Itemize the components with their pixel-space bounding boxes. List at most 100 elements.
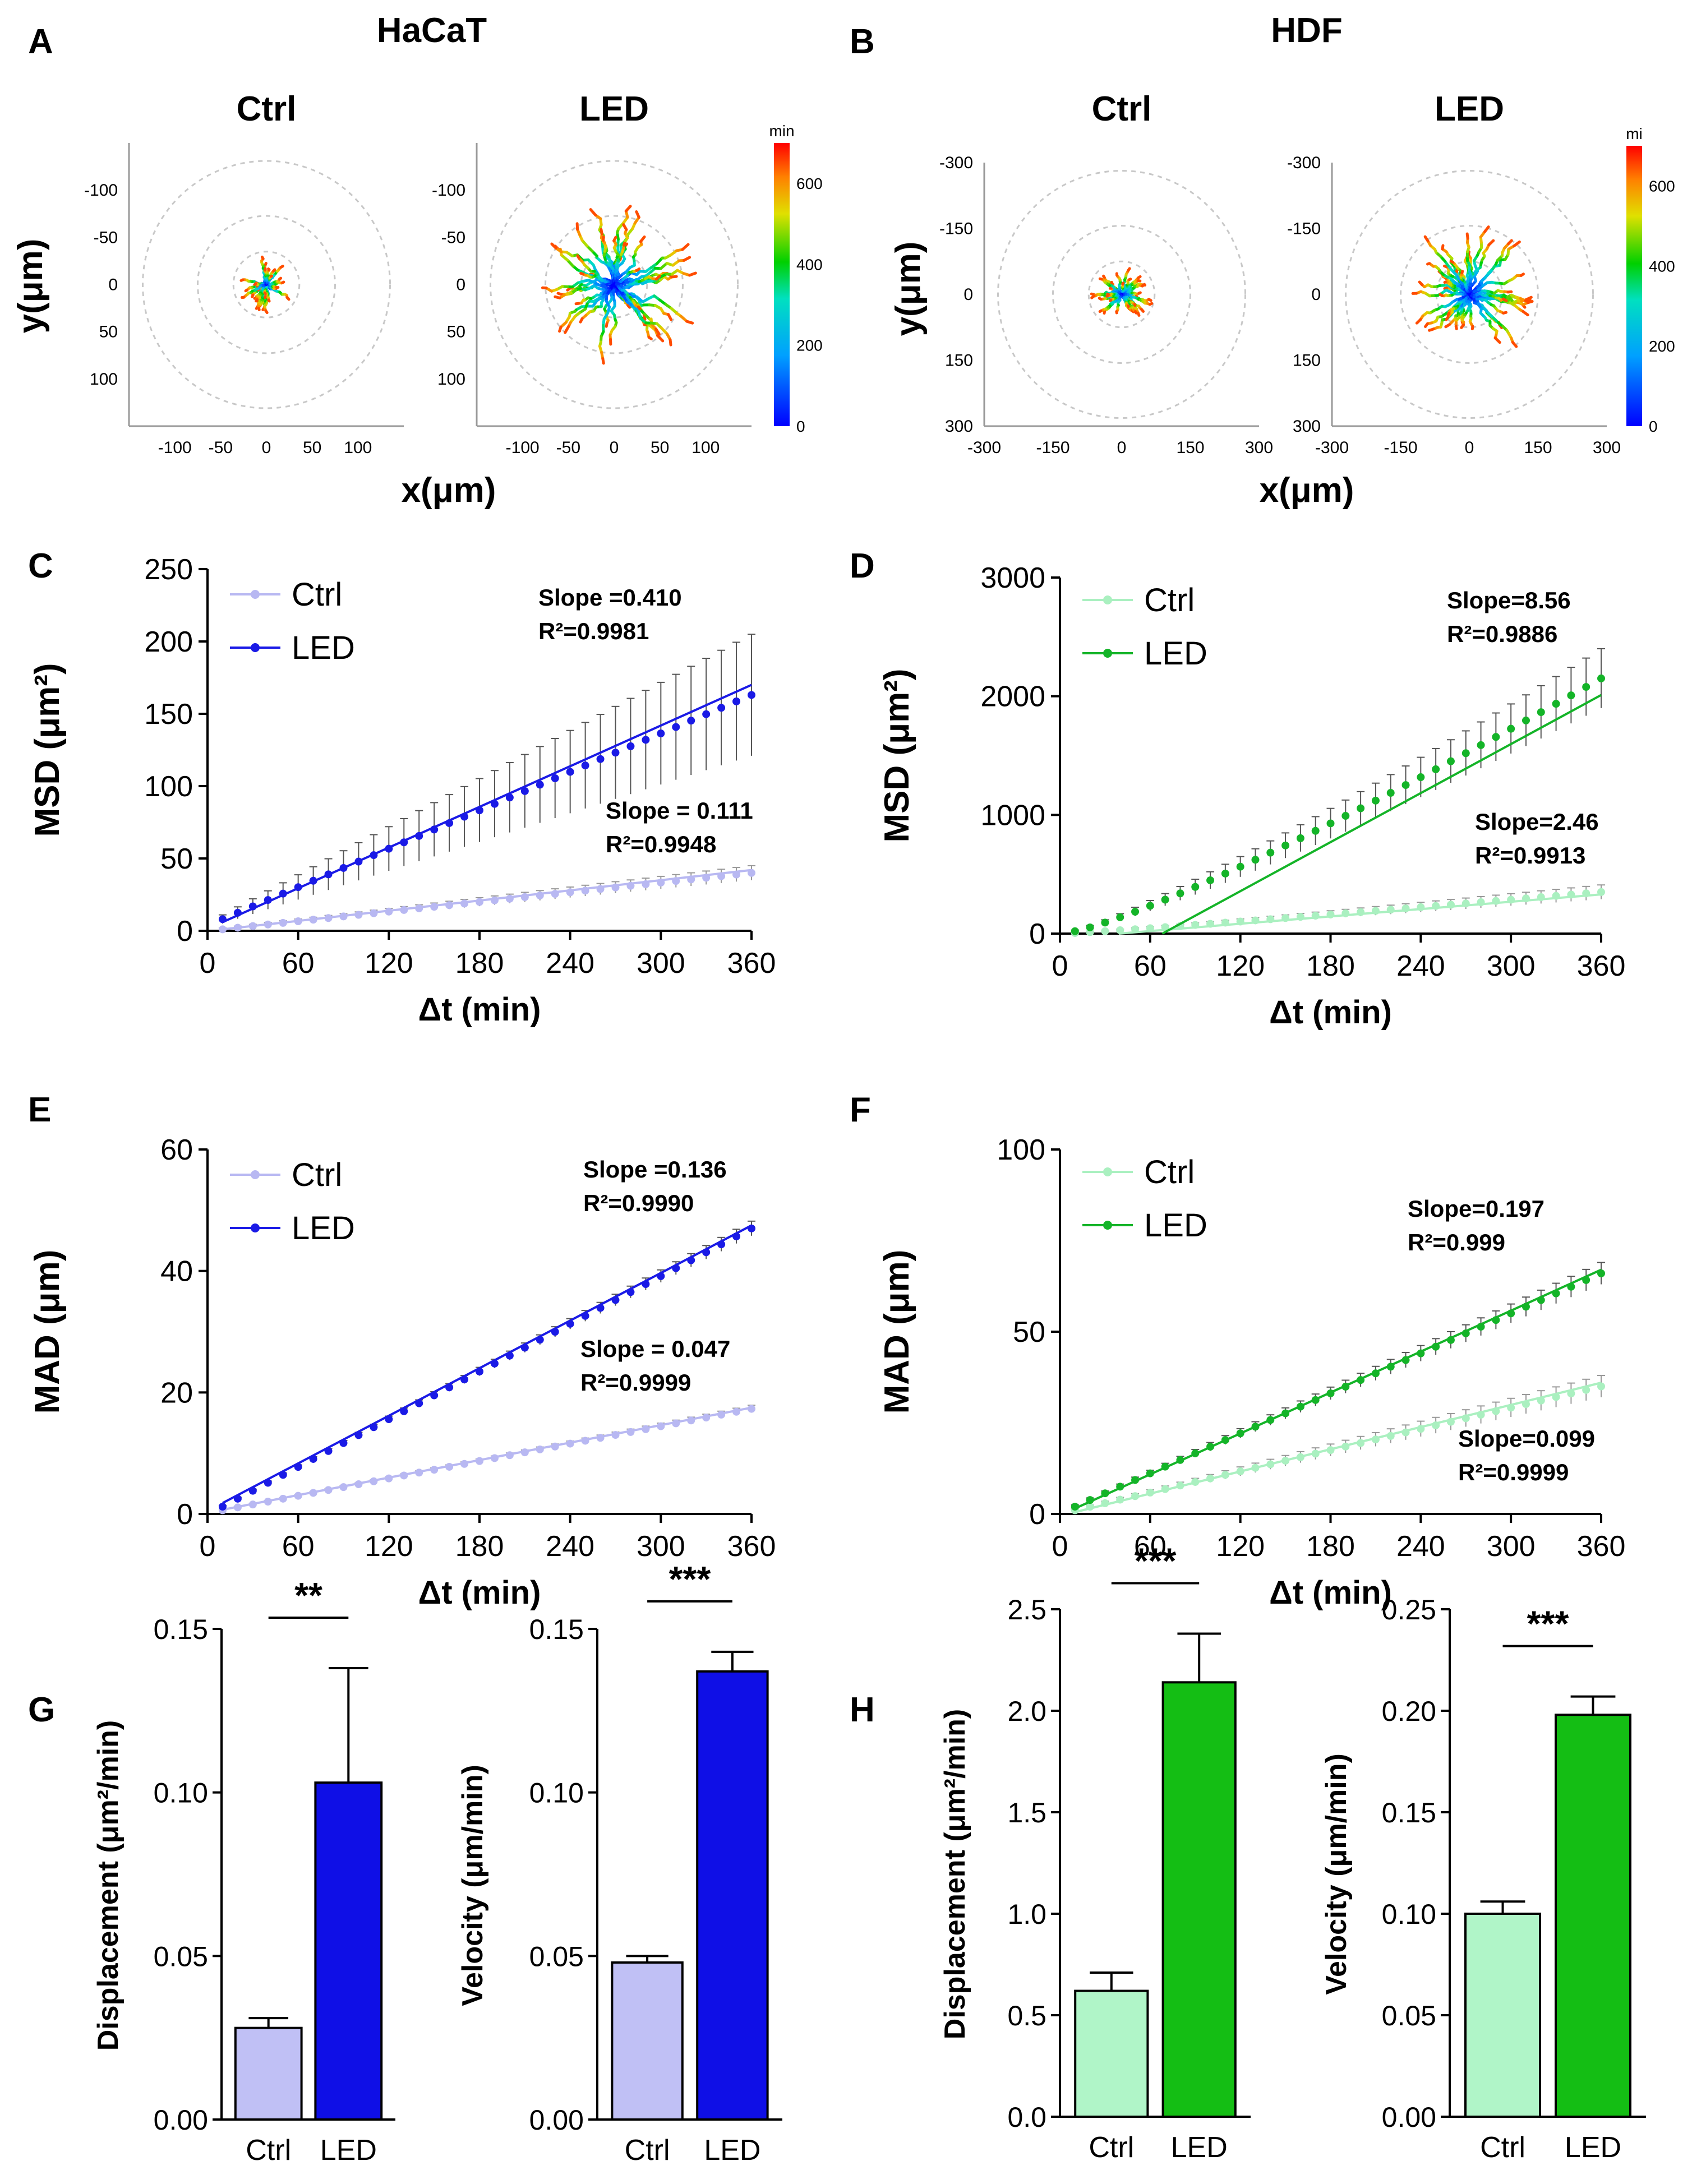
x-tick-label: 360 [727, 1530, 776, 1563]
trajectory-xtick-label: -150 [1036, 438, 1069, 457]
fit-line [1074, 1268, 1602, 1510]
x-tick-label: 60 [1134, 950, 1167, 982]
trajectory-ring [997, 170, 1246, 419]
bar-y-tick-label: 1.0 [1007, 1899, 1046, 1930]
bar-y-tick-label: 0.25 [1382, 1594, 1436, 1626]
data-point [1206, 876, 1215, 884]
data-point [687, 717, 695, 725]
data-point [1101, 918, 1109, 927]
bar-category-label: LED [1565, 2131, 1621, 2164]
trajectory-xtick-label: 50 [303, 438, 321, 457]
x-axis-label-d: Δt (min) [1269, 994, 1392, 1031]
data-point [1131, 907, 1140, 916]
trajectory-xtick-label: 100 [691, 438, 720, 457]
x-axis-label-e: Δt (min) [418, 1574, 541, 1611]
data-point [1432, 765, 1440, 773]
data-point [1582, 683, 1590, 691]
x-tick-label: 0 [1052, 1530, 1068, 1563]
trajectory-ytick-label: 50 [447, 323, 465, 341]
data-point [1146, 902, 1154, 910]
trajectory-segment [1465, 232, 1469, 240]
bar-y-tick-label: 0.10 [1382, 1899, 1436, 1930]
legend-label-led: LED [292, 630, 355, 666]
colorbar-tick-label: 600 [1649, 177, 1675, 195]
trajectory-segment [639, 235, 646, 243]
panel-letter-b: B [850, 22, 875, 61]
r2-annotation: R²=0.999 [1408, 1229, 1505, 1255]
trajectory-segment [251, 294, 255, 298]
significance-label: *** [669, 1559, 711, 1599]
x-tick-label: 240 [546, 947, 594, 980]
trajectory-ytick-label: -50 [441, 228, 465, 247]
trajectory-segment [1418, 280, 1424, 287]
trajectory-segment [1446, 311, 1451, 317]
data-point [1597, 674, 1605, 682]
trajectory-segment [1483, 225, 1490, 233]
bar-led [1555, 1714, 1631, 2118]
trajectory-segment [1128, 278, 1132, 281]
x-tick-label: 120 [1216, 1530, 1265, 1563]
trajectory-segment [279, 265, 284, 269]
trajectory-segment [647, 335, 653, 340]
bar-y-axis-label: Velocity (μm/min) [1320, 1753, 1353, 1995]
trajectory-segment [1137, 279, 1142, 283]
bar-y-axis-label: Displacement (μm²/min) [92, 1720, 125, 2051]
y-tick-label: 50 [1013, 1316, 1045, 1349]
colorbar-tick-label: 600 [796, 175, 823, 192]
trajectory-segment [264, 309, 269, 315]
y-tick-label: 0 [177, 915, 193, 948]
trajectory-segment [278, 276, 283, 281]
trajectory-segment [1502, 311, 1508, 315]
trajectory-segment [635, 210, 640, 219]
trajectory-segment [600, 228, 603, 236]
trajectory-segment [656, 334, 665, 343]
x-tick-label: 180 [455, 1530, 504, 1563]
trajectory-segment [1511, 341, 1518, 348]
x-tick-label: 240 [1396, 950, 1445, 982]
x-tick-label: 0 [200, 947, 216, 980]
r2-annotation: R²=0.9990 [583, 1190, 694, 1216]
trajectory-ring [1345, 170, 1594, 419]
slope-annotation: Slope=8.56 [1447, 587, 1571, 613]
x-tick-label: 180 [1306, 950, 1355, 982]
data-point [1401, 781, 1410, 789]
trajectory-segment [1455, 268, 1459, 273]
trajectory-segment [1147, 298, 1152, 302]
data-point [1266, 848, 1275, 857]
trajectory-segment [579, 317, 584, 324]
y-tick-label: 60 [160, 1134, 193, 1166]
data-point [1371, 796, 1380, 805]
data-point [1522, 716, 1530, 724]
legend-marker [1103, 1221, 1112, 1230]
trajectory-segment [1140, 308, 1145, 313]
data-point [520, 787, 529, 795]
x-tick-label: 60 [1134, 1530, 1167, 1563]
trajectory-xtick-label: 0 [1465, 438, 1474, 457]
bar-y-tick-label: 0.15 [529, 1614, 584, 1645]
y-tick-label: 2000 [980, 681, 1045, 713]
trajectory-tracks [239, 255, 291, 315]
significance-label: ** [294, 1575, 322, 1615]
trajectory-segment [688, 271, 697, 277]
trajectory-segment [1102, 274, 1106, 279]
trajectory-xtick-label: 0 [262, 438, 271, 457]
data-point [1386, 789, 1395, 797]
trajectory-ytick-label: 0 [456, 276, 465, 294]
y-axis-label-e: MAD (μm) [28, 1250, 67, 1414]
data-point [1537, 708, 1545, 717]
trajectory-segment [264, 292, 267, 295]
trajectory-segment [589, 208, 597, 217]
x-tick-label: 0 [1052, 950, 1068, 982]
trajectory-segment [602, 236, 605, 242]
data-point [748, 691, 755, 699]
bar-y-tick-label: 0.05 [1382, 2000, 1436, 2031]
data-point [732, 697, 741, 705]
trajectory-tracks [541, 205, 697, 365]
trajectory-tracks [1411, 225, 1534, 348]
trajectory-segment [1445, 316, 1450, 321]
slope-annotation: Slope=0.099 [1458, 1425, 1595, 1452]
trajectory-segment [637, 306, 642, 311]
trajectory-segment [623, 241, 626, 247]
data-point [1161, 895, 1169, 904]
series-led-f [1071, 1262, 1605, 1511]
